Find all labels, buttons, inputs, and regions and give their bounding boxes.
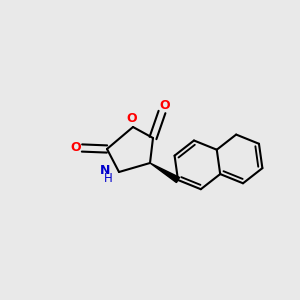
Polygon shape [150, 163, 180, 183]
Text: O: O [126, 112, 137, 125]
Text: O: O [70, 141, 81, 154]
Text: H: H [104, 172, 113, 185]
Text: O: O [160, 99, 170, 112]
Text: N: N [100, 164, 110, 177]
